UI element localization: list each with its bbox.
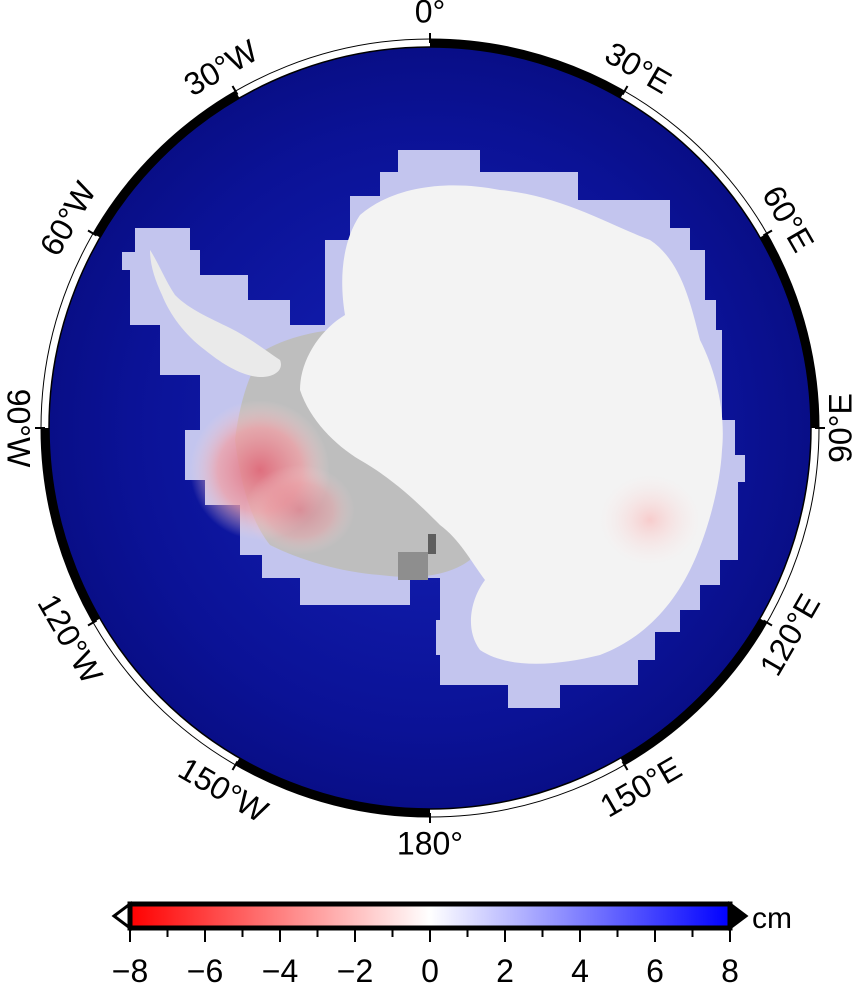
frame-sector-180-150W bbox=[235, 757, 431, 817]
negative-anomaly-2 bbox=[245, 465, 355, 555]
colorbar-tick-label: 6 bbox=[646, 953, 664, 986]
map-frame bbox=[35, 33, 825, 823]
colorbar-unit: cm bbox=[752, 902, 792, 935]
negative-anomaly-3 bbox=[600, 475, 700, 565]
colorbar-tick-label: −4 bbox=[262, 953, 298, 986]
frame-sector-120W-90W bbox=[41, 427, 101, 623]
antarctic-peninsula bbox=[150, 250, 281, 378]
frame-sector-60W-30W bbox=[93, 91, 240, 238]
lon-label-0: 0° bbox=[415, 0, 446, 29]
dark-notch-2 bbox=[428, 534, 436, 554]
colorbar-tick-label: −2 bbox=[337, 953, 373, 986]
globe bbox=[49, 47, 811, 809]
lon-label-180: 180° bbox=[397, 825, 463, 861]
colorbar-gradient bbox=[127, 901, 733, 931]
colorbar-tick-label: −6 bbox=[187, 953, 223, 986]
colorbar: −8 −6 −4 −2 0 2 4 6 8 cm bbox=[111, 901, 792, 986]
frame-sector-120E-150E bbox=[620, 618, 767, 765]
lon-label-90W: 90°W bbox=[1, 389, 37, 468]
colorbar-tick-label: 0 bbox=[421, 953, 439, 986]
colorbar-tick-label: 4 bbox=[571, 953, 589, 986]
frame-sector-0-30E bbox=[429, 39, 625, 99]
dark-notch bbox=[398, 552, 428, 580]
colorbar-ticks: −8 −6 −4 −2 0 2 4 6 8 bbox=[112, 928, 739, 986]
colorbar-tick-label: −8 bbox=[112, 953, 148, 986]
colorbar-tick-label: 2 bbox=[496, 953, 514, 986]
frame-sector-60E-90E bbox=[759, 233, 819, 429]
colorbar-tick-label: 8 bbox=[721, 953, 739, 986]
lon-label-60W: 60°W bbox=[33, 175, 104, 262]
lon-label-90E: 90°E bbox=[822, 393, 858, 463]
